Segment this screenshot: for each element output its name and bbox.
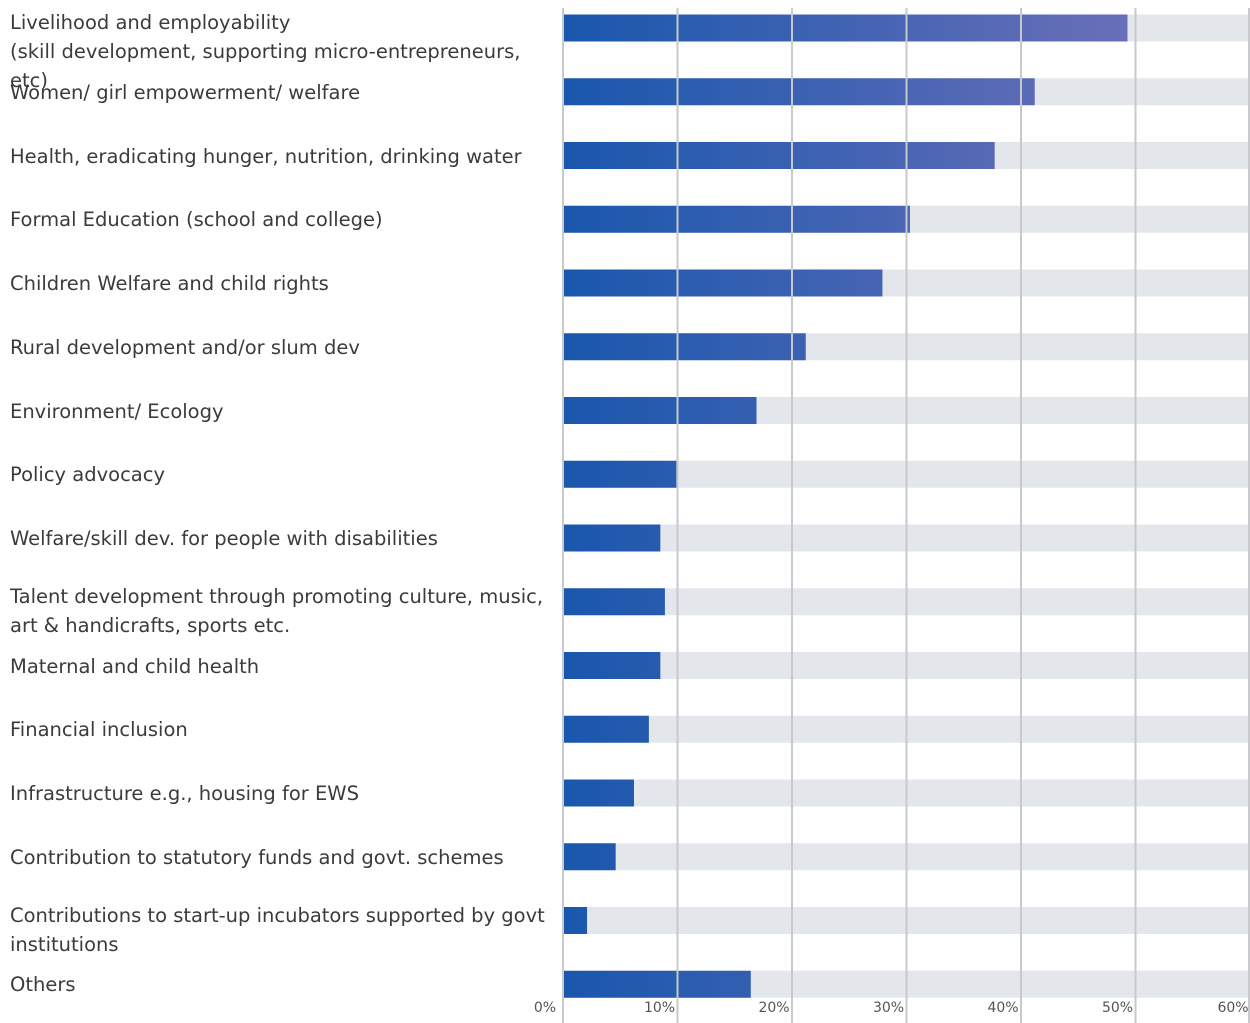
gridlines (562, 8, 1250, 1023)
bar (563, 460, 677, 488)
bar (563, 333, 806, 361)
bar (563, 397, 757, 424)
bar (563, 269, 883, 297)
x-tick-label: 40% (987, 1000, 1019, 1016)
bar (563, 205, 910, 233)
category-label: Children Welfare and child rights (10, 272, 329, 295)
x-tick-label: 50% (1101, 1000, 1134, 1016)
category-label: Welfare/skill dev. for people with disab… (10, 527, 438, 550)
category-label: Financial inclusion (10, 718, 188, 742)
bar (563, 715, 649, 743)
x-tick-label: 10% (643, 1000, 676, 1016)
category-label: Rural development and/or slum dev (10, 335, 360, 359)
bar (563, 142, 995, 169)
category-label: Policy advocacy (10, 463, 166, 487)
category-label: Health, eradicating hunger, nutrition, d… (10, 144, 522, 168)
category-label: Maternal and child health (10, 654, 260, 678)
bar (563, 970, 751, 998)
bar (563, 843, 616, 871)
bar (563, 588, 665, 616)
bar (563, 652, 661, 679)
bar (563, 78, 1035, 106)
category-label: Livelihood and employability (skill deve… (10, 11, 521, 92)
bar (563, 907, 588, 934)
category-label: Women/ girl empowerment/ welfare (10, 80, 361, 104)
category-label: Others (10, 973, 76, 997)
category-label: Talent development through promoting cul… (10, 584, 544, 637)
x-tick-label: 60% (1217, 1000, 1249, 1016)
bar (563, 14, 1128, 42)
bar (563, 524, 661, 552)
x-tick-label: 30% (872, 1000, 905, 1016)
bars (563, 14, 1128, 998)
bar (563, 779, 634, 807)
x-tick-label: 20% (758, 1000, 790, 1016)
category-label: Environment/ Ecology (10, 399, 224, 423)
category-label: Formal Education (school and college) (10, 208, 383, 232)
x-tick-label: 0% (533, 1000, 557, 1016)
category-label: Contributions to start-up incubators sup… (10, 903, 545, 956)
category-label: Contribution to statutory funds and govt… (10, 845, 504, 869)
category-label: Infrastructure e.g., housing for EWS (10, 782, 359, 805)
